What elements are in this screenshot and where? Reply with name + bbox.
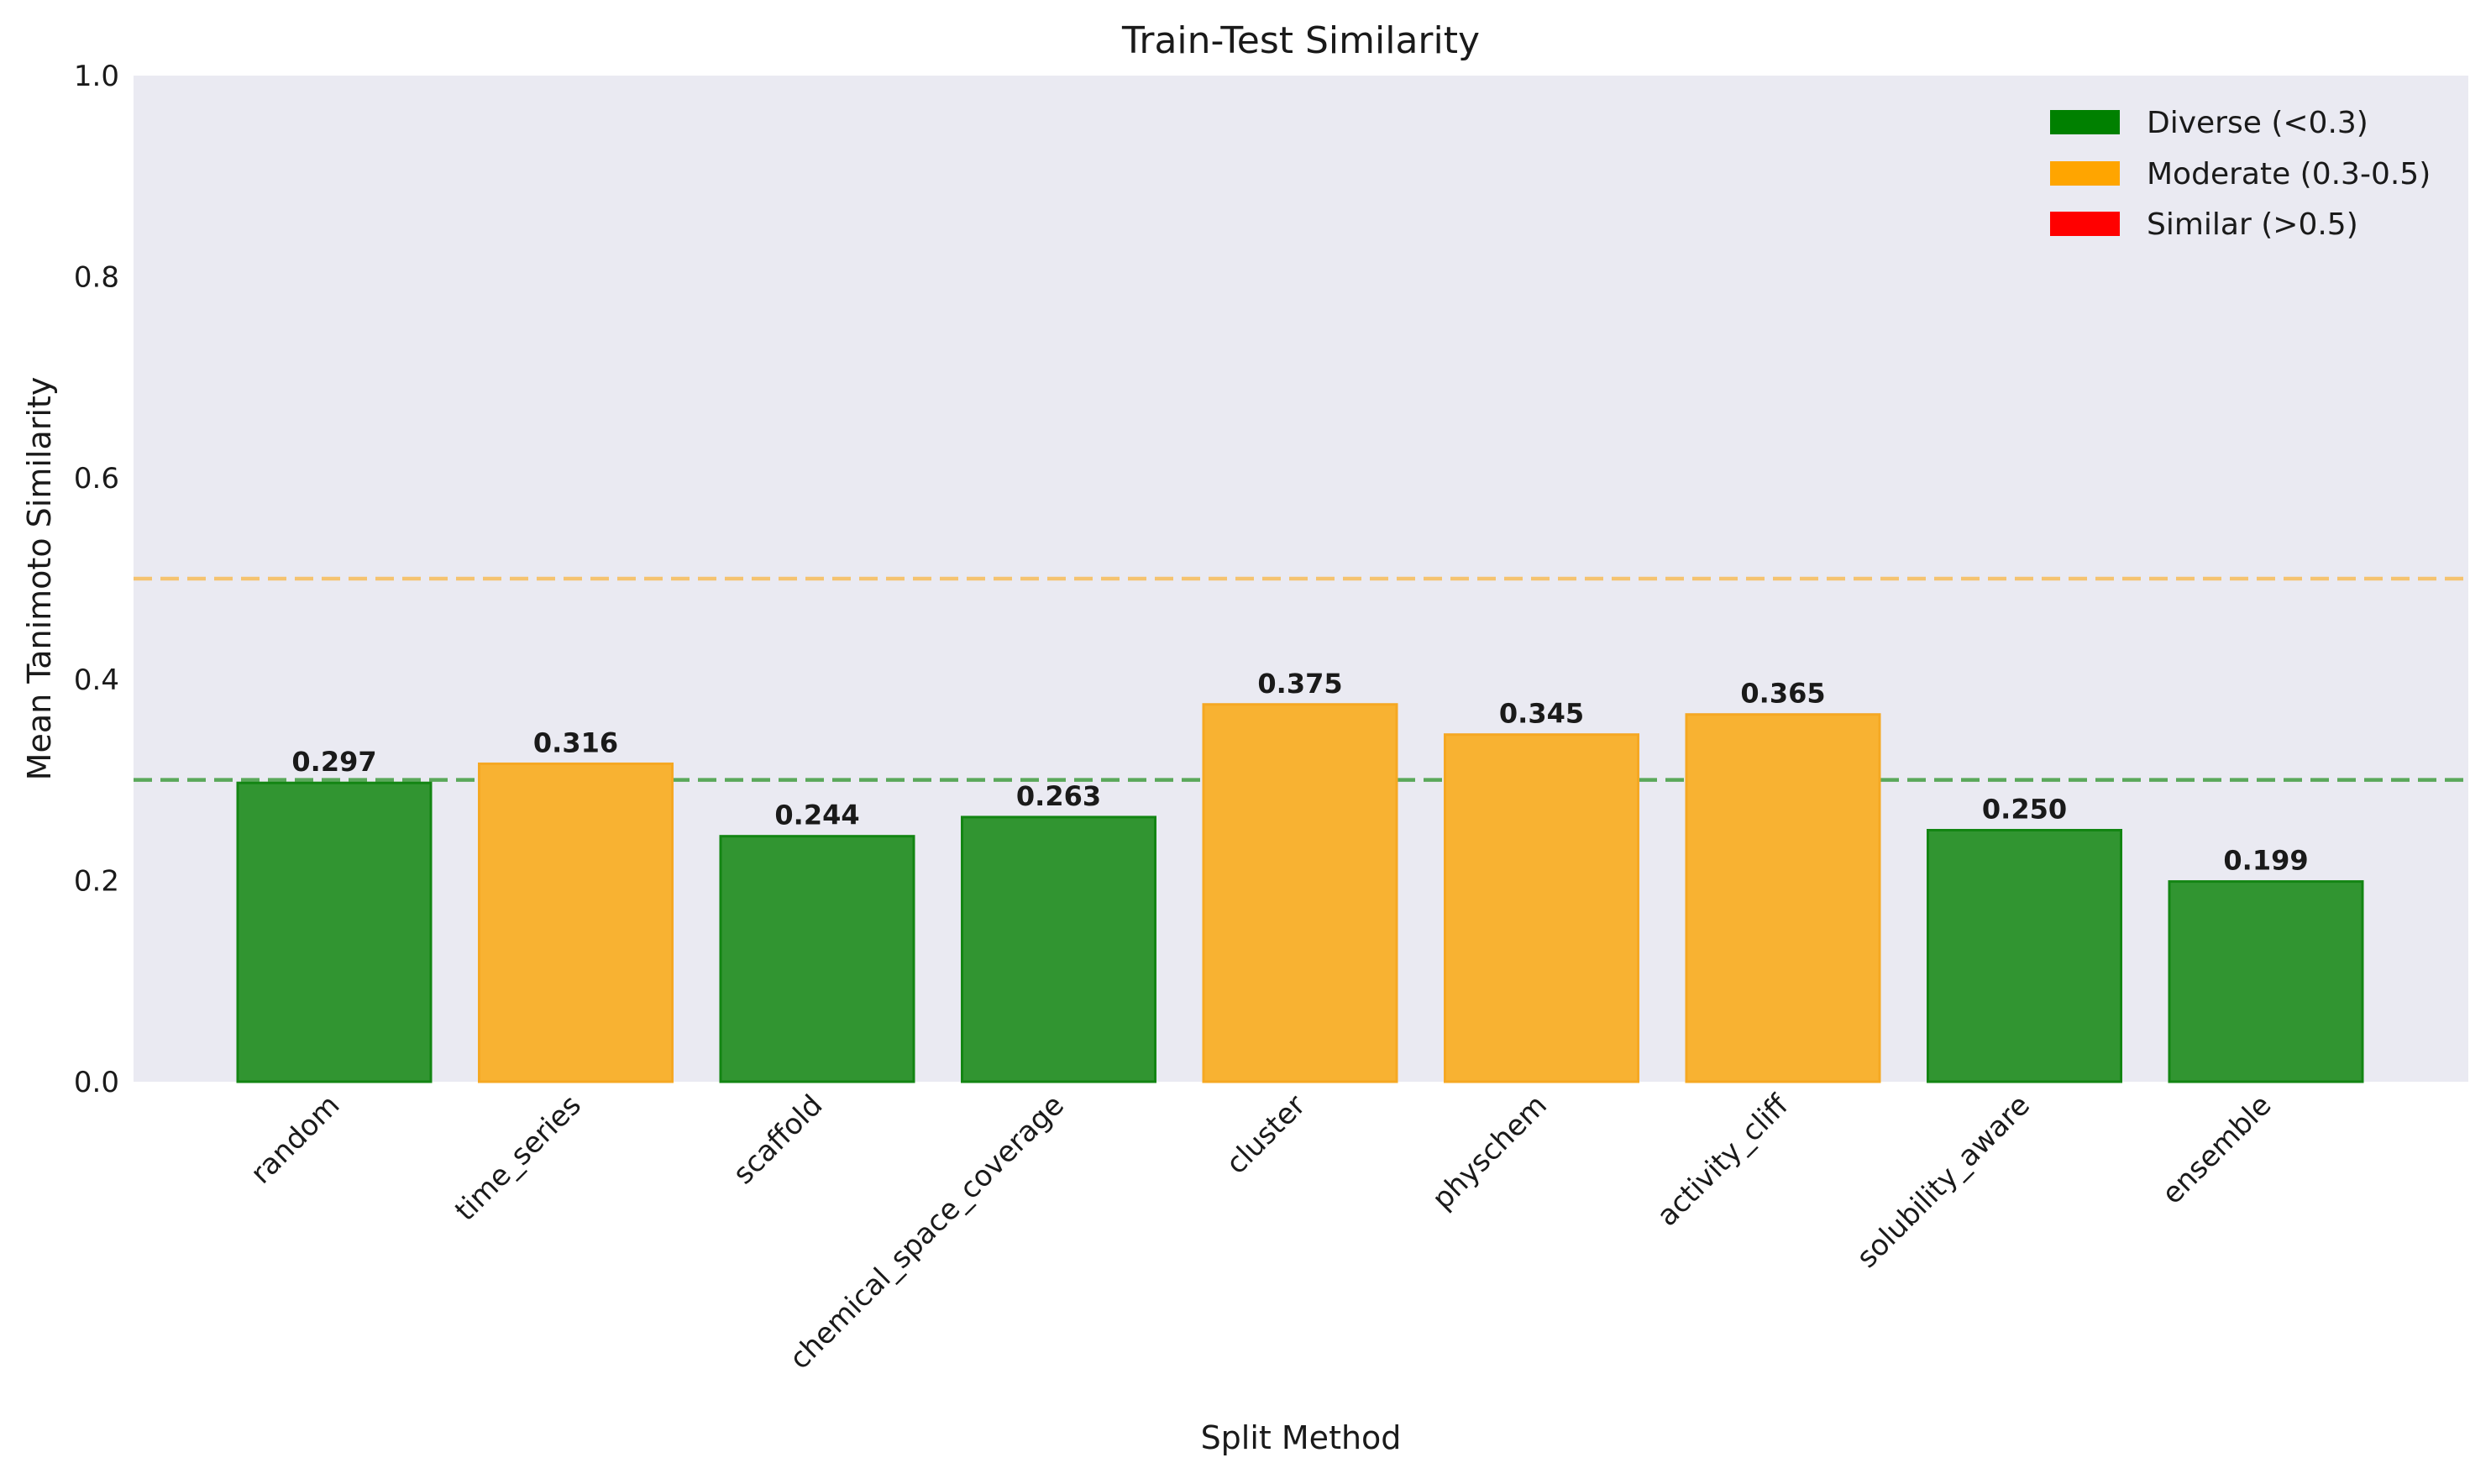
value-label-solubility_aware: 0.250 (1982, 794, 2067, 826)
y-tick-label: 0.8 (74, 261, 119, 295)
bar-activity_cliff (1685, 713, 1881, 1083)
value-label-activity_cliff: 0.365 (1740, 678, 1825, 710)
value-label-scaffold: 0.244 (774, 800, 859, 831)
x-tick-label-ensemble: ensemble (2156, 1088, 2279, 1211)
y-tick-label: 0.6 (74, 462, 119, 496)
legend-swatch-moderate (2050, 161, 2120, 186)
value-label-chemical_space_coverage: 0.263 (1016, 780, 1101, 812)
legend-label-similar: Similar (>0.5) (2147, 207, 2358, 242)
chart-title: Train-Test Similarity (1121, 19, 1480, 62)
bars (236, 703, 2364, 1083)
legend-swatch-diverse (2050, 110, 2120, 134)
y-tick-label: 0.4 (74, 663, 119, 697)
bar-time_series (478, 762, 674, 1083)
value-label-random: 0.297 (291, 746, 376, 778)
value-label-physchem: 0.345 (1499, 698, 1584, 730)
x-tick-label-solubility_aware: solubility_aware (1850, 1088, 2037, 1275)
y-tick-label: 1.0 (74, 60, 119, 93)
x-tick-label-physchem: physchem (1426, 1088, 1554, 1216)
x-tick-label-cluster: cluster (1219, 1088, 1312, 1181)
x-tick-label-scaffold: scaffold (726, 1088, 829, 1191)
x-tick-label-random: random (244, 1088, 347, 1191)
value-label-ensemble: 0.199 (2223, 845, 2308, 877)
y-tick-label: 0.2 (74, 864, 119, 898)
x-tick-label-time_series: time_series (448, 1088, 588, 1228)
bar-ensemble (2168, 880, 2364, 1083)
bar-chemical_space_coverage (961, 815, 1156, 1083)
legend: Diverse (<0.3) Moderate (0.3-0.5) Simila… (2050, 106, 2431, 242)
bar-scaffold (719, 835, 915, 1083)
bar-random (236, 781, 433, 1083)
bar-cluster (1202, 703, 1398, 1083)
bar-physchem (1444, 733, 1639, 1083)
legend-label-moderate: Moderate (0.3-0.5) (2147, 157, 2431, 191)
legend-label-diverse: Diverse (<0.3) (2147, 106, 2368, 140)
y-axis-label: Mean Tanimoto Similarity (21, 377, 58, 781)
x-tick-label-chemical_space_coverage: chemical_space_coverage (783, 1088, 1070, 1376)
value-label-time_series: 0.316 (533, 726, 618, 758)
bar-solubility_aware (1927, 829, 2122, 1083)
y-axis-ticks: 0.0 0.2 0.4 0.6 0.8 1.0 (74, 60, 119, 1099)
x-tick-label-activity_cliff: activity_cliff (1650, 1088, 1796, 1233)
x-axis-ticks: random time_series scaffoldchemical_space_… (244, 1088, 2279, 1377)
y-tick-label: 0.0 (74, 1066, 119, 1099)
x-axis-label: Split Method (1201, 1419, 1402, 1456)
value-labels: 0.297 0.316 0.244 0.263 0.375 0.345 0.365 0.250… (291, 668, 2308, 877)
value-label-cluster: 0.375 (1257, 668, 1342, 700)
legend-swatch-similar (2050, 212, 2120, 236)
